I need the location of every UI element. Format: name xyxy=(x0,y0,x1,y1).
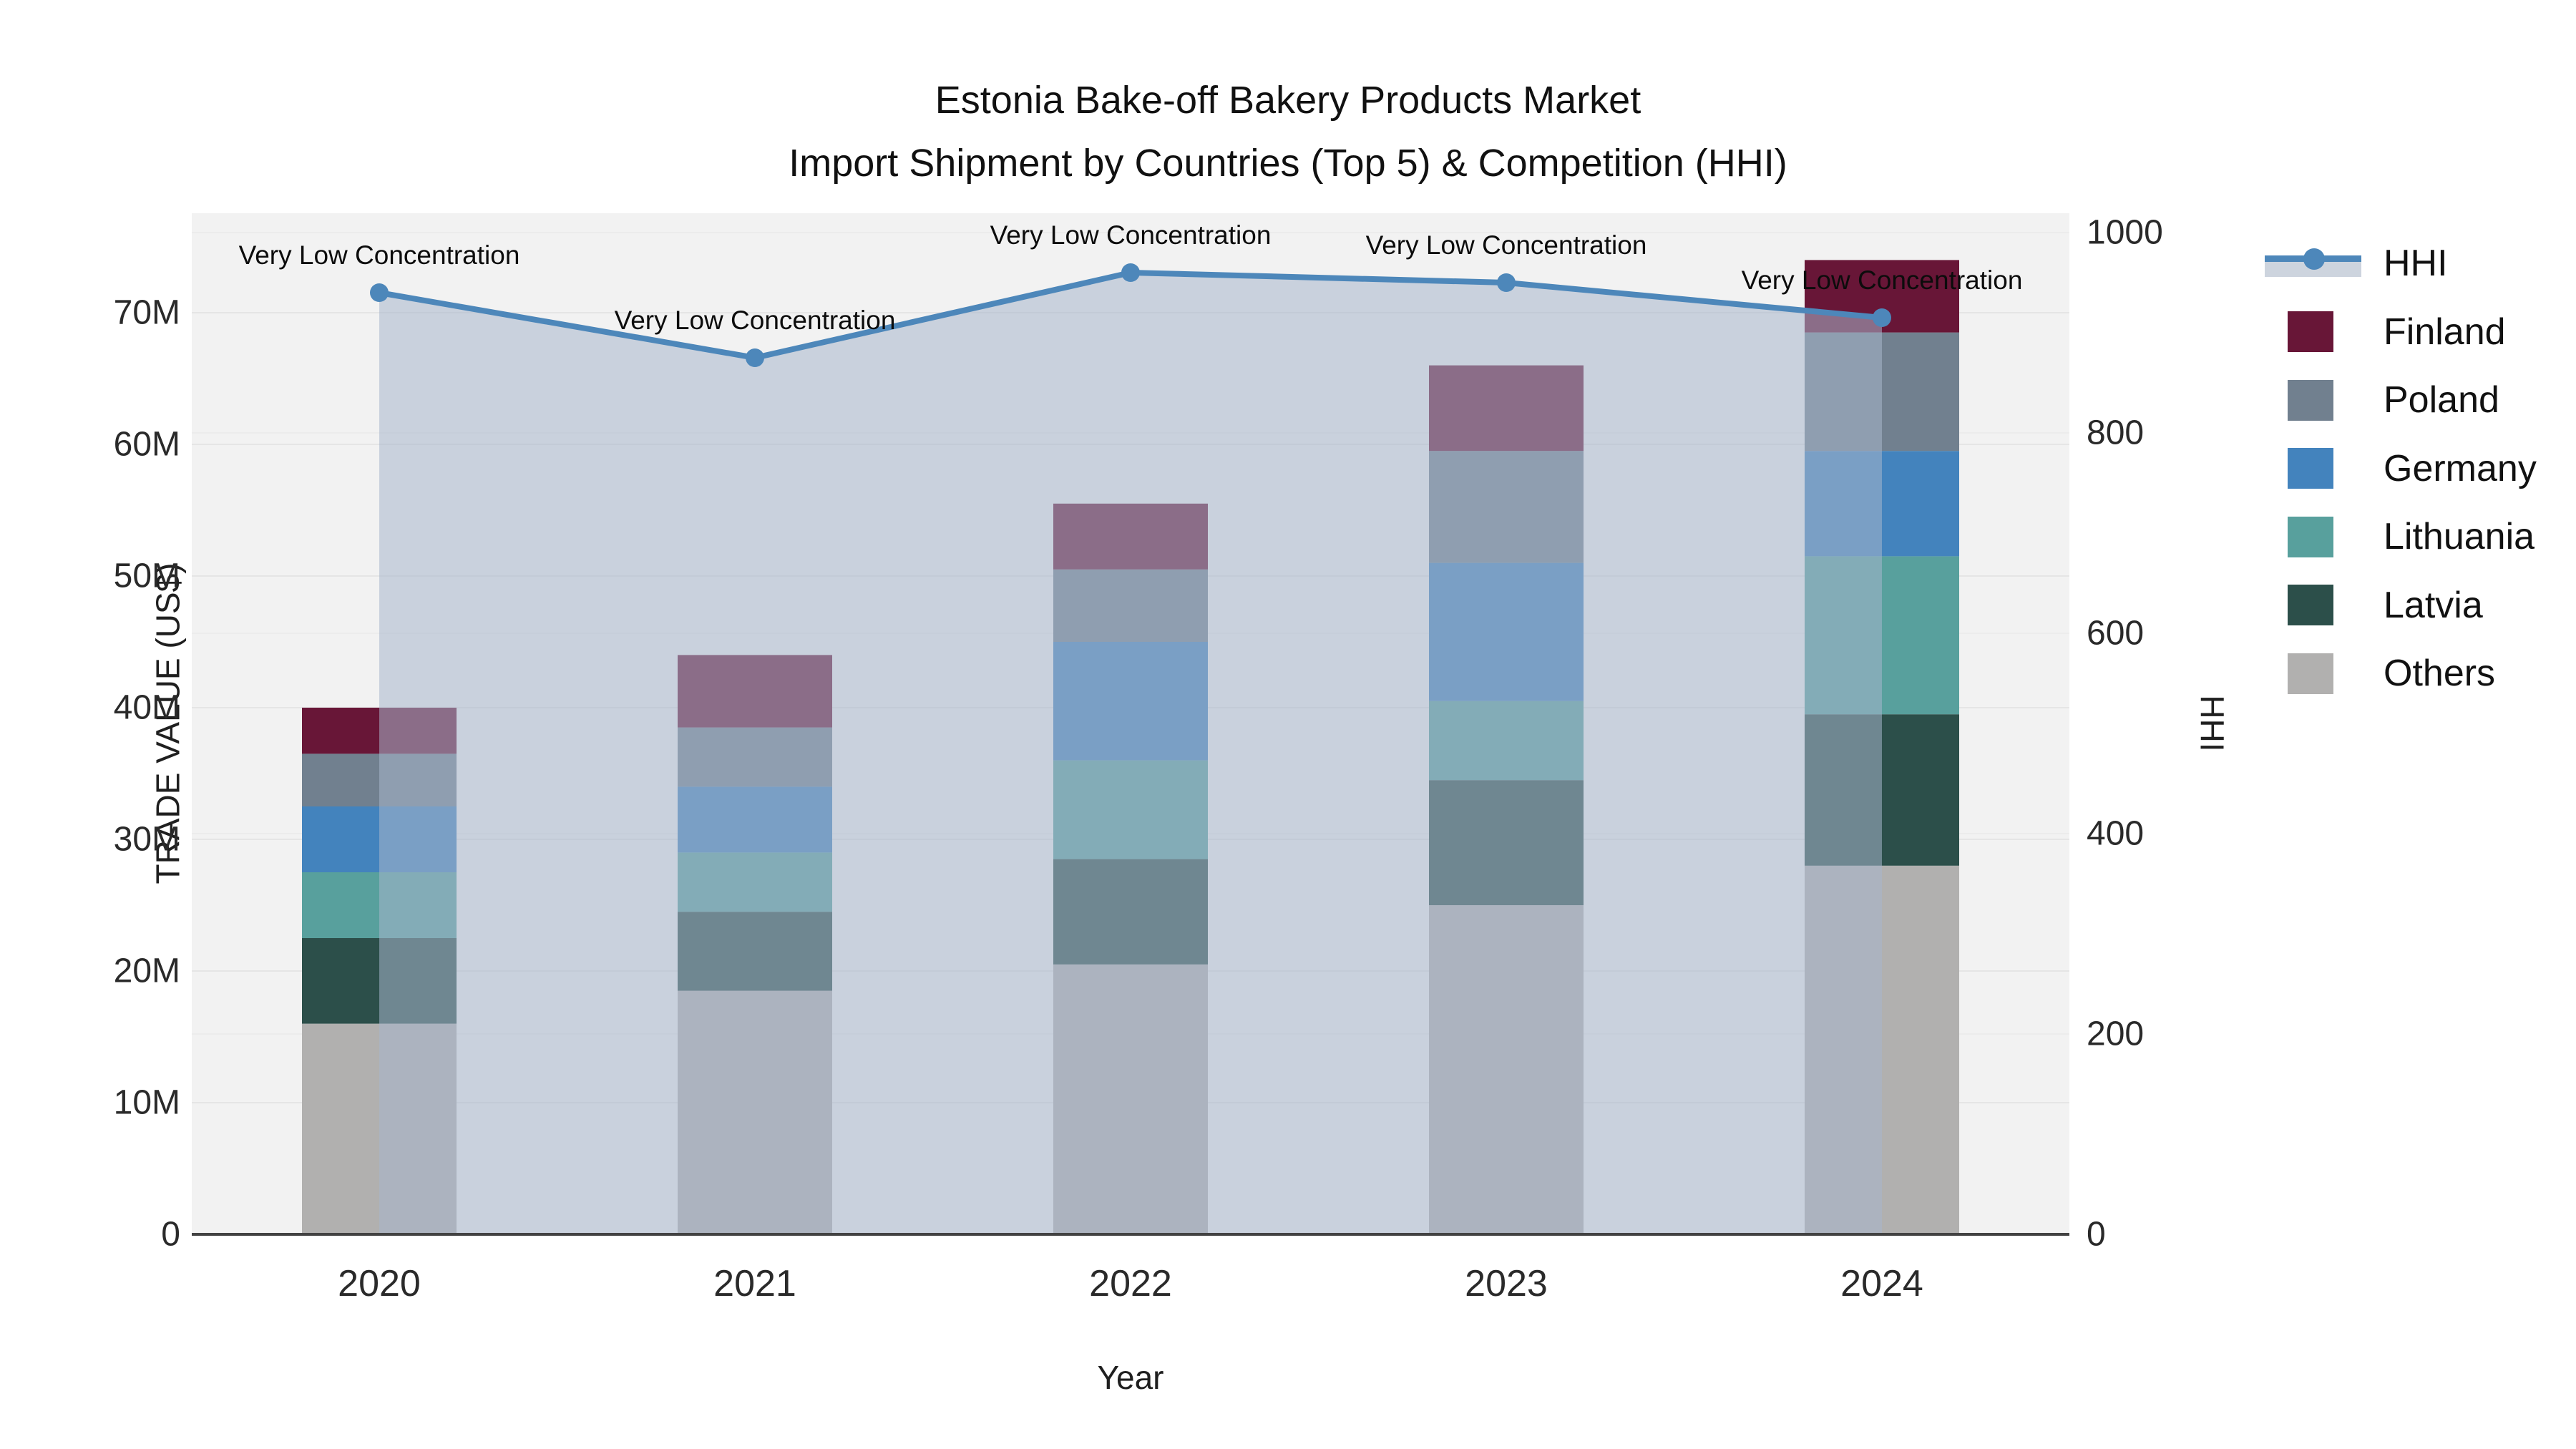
legend-item-others[interactable]: Others xyxy=(2265,639,2495,708)
legend-label-poland: Poland xyxy=(2384,379,2499,421)
y-tick-60M: 60M xyxy=(113,425,180,464)
germany-color-swatch-icon xyxy=(2265,448,2372,489)
x-tick-2024: 2024 xyxy=(1840,1263,1923,1304)
lithuania-color-swatch-icon xyxy=(2265,516,2372,557)
hhi-area-fill xyxy=(379,273,1882,1234)
y-tick-40M: 40M xyxy=(113,688,180,727)
hhi-marker-2020[interactable] xyxy=(370,283,389,302)
hhi-line-swatch-icon xyxy=(2265,247,2372,280)
legend-label-finland: Finland xyxy=(2384,311,2506,353)
y-tick-30M: 30M xyxy=(113,820,180,859)
legend-label-others: Others xyxy=(2384,653,2496,694)
legend-item-germany[interactable]: Germany xyxy=(2265,434,2537,503)
latvia-swatch-square xyxy=(2288,585,2333,625)
y2-tick-200: 200 xyxy=(2087,1015,2145,1053)
y2-tick-400: 400 xyxy=(2087,814,2145,853)
poland-color-swatch-icon xyxy=(2265,379,2372,421)
y2-tick-600: 600 xyxy=(2087,614,2145,653)
y-tick-20M: 20M xyxy=(113,952,180,990)
finland-color-swatch-icon xyxy=(2265,311,2372,352)
annotation-2024: Very Low Concentration xyxy=(1741,265,2023,295)
y-tick-50M: 50M xyxy=(113,557,180,595)
legend-item-poland[interactable]: Poland xyxy=(2265,366,2499,434)
legend-label-lithuania: Lithuania xyxy=(2384,516,2535,557)
hhi-marker-2022[interactable] xyxy=(1121,263,1140,282)
others-color-swatch-icon xyxy=(2265,653,2372,694)
chart-title-line1: Estonia Bake-off Bakery Products Market xyxy=(935,79,1641,122)
y2-tick-800: 800 xyxy=(2087,414,2145,452)
x-tick-2020: 2020 xyxy=(338,1263,421,1304)
annotation-2020: Very Low Concentration xyxy=(238,240,520,270)
legend-item-latvia[interactable]: Latvia xyxy=(2265,571,2483,640)
hhi-marker-2021[interactable] xyxy=(746,348,764,367)
germany-swatch-square xyxy=(2288,448,2333,489)
lithuania-swatch-square xyxy=(2288,516,2333,557)
y2-axis-title: HHI xyxy=(2193,695,2231,752)
hhi-swatch xyxy=(2265,247,2361,280)
y-tick-10M: 10M xyxy=(113,1083,180,1122)
x-tick-2023: 2023 xyxy=(1465,1263,1548,1304)
chart-title-line2: Import Shipment by Countries (Top 5) & C… xyxy=(789,142,1787,185)
legend-item-finland[interactable]: Finland xyxy=(2265,298,2506,366)
hhi-marker-2023[interactable] xyxy=(1497,273,1516,292)
y-tick-0: 0 xyxy=(161,1215,180,1254)
others-swatch-square xyxy=(2288,653,2333,694)
legend-label-hhi: HHI xyxy=(2384,243,2448,284)
hhi-swatch-part xyxy=(2303,248,2325,270)
legend-item-lithuania[interactable]: Lithuania xyxy=(2265,502,2534,571)
poland-swatch-square xyxy=(2288,379,2333,421)
annotation-2021: Very Low Concentration xyxy=(614,306,896,335)
y2-tick-0: 0 xyxy=(2087,1215,2106,1254)
legend-label-germany: Germany xyxy=(2384,447,2537,489)
annotation-2022: Very Low Concentration xyxy=(990,220,1272,250)
y-tick-70M: 70M xyxy=(113,293,180,332)
x-tick-2021: 2021 xyxy=(713,1263,796,1304)
legend-item-hhi[interactable]: HHI xyxy=(2265,229,2448,298)
finland-swatch-square xyxy=(2288,311,2333,352)
annotation-2023: Very Low Concentration xyxy=(1365,230,1647,260)
chart-title: Estonia Bake-off Bakery Products Market … xyxy=(0,69,2576,195)
x-axis-title: Year xyxy=(1097,1359,1164,1396)
hhi-marker-2024[interactable] xyxy=(1873,308,1891,327)
y2-tick-1000: 1000 xyxy=(2087,213,2163,252)
x-tick-2022: 2022 xyxy=(1089,1263,1172,1304)
legend-label-latvia: Latvia xyxy=(2384,584,2483,626)
latvia-color-swatch-icon xyxy=(2265,585,2372,625)
